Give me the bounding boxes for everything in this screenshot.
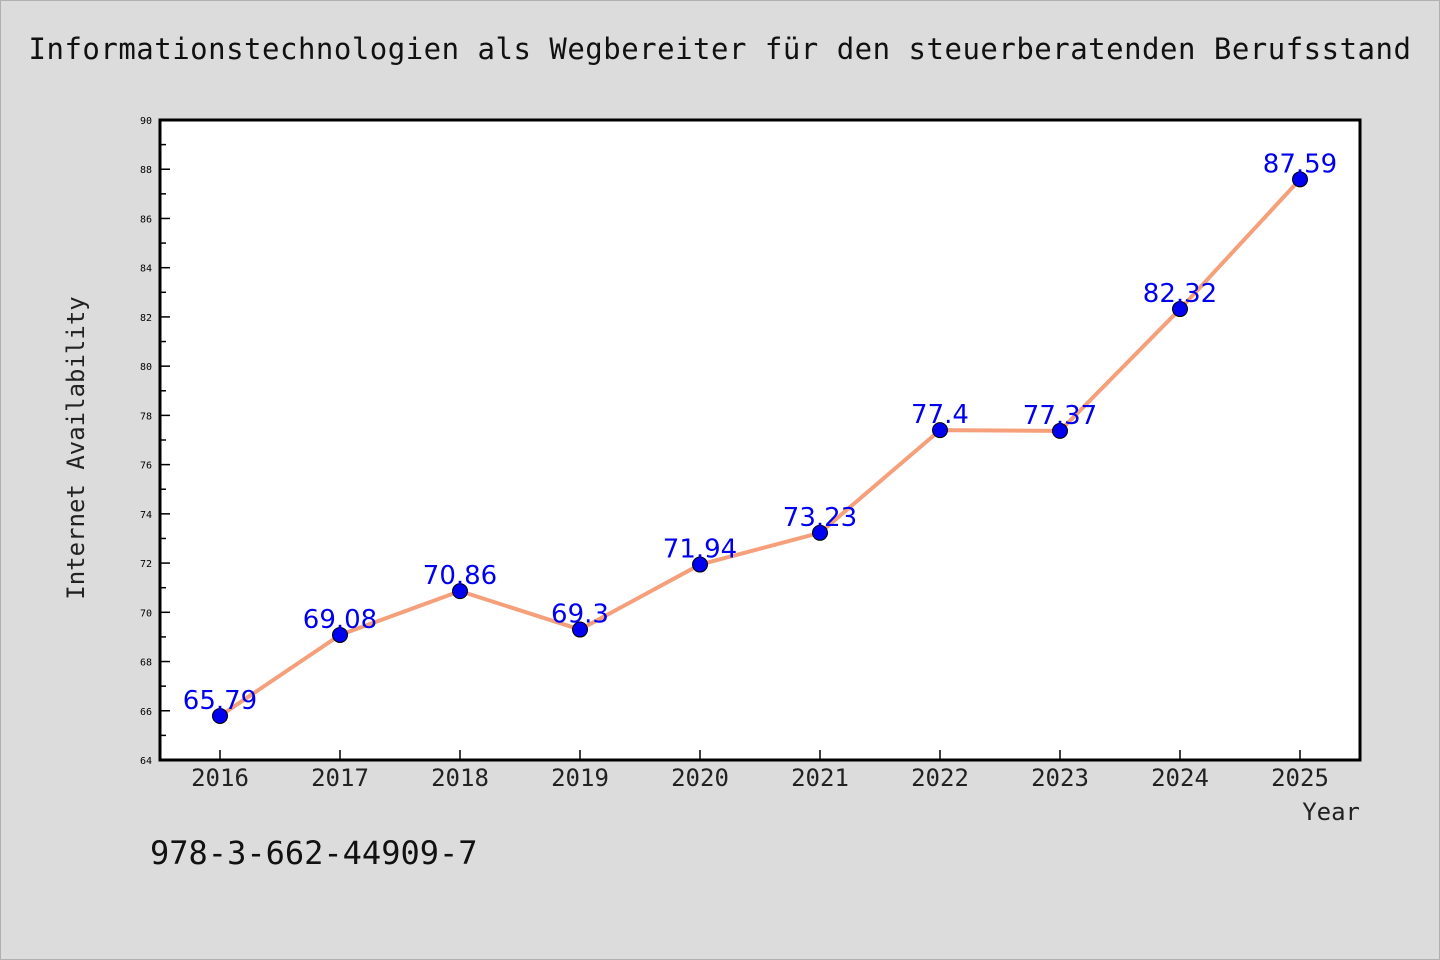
y-tick-label: 68	[140, 658, 152, 669]
y-tick-label: 90	[140, 116, 152, 127]
data-point	[1292, 171, 1308, 188]
data-point	[812, 524, 828, 541]
x-tick-label: 2020	[671, 764, 729, 792]
y-tick-label: 66	[140, 707, 152, 718]
y-tick-label: 72	[140, 559, 152, 570]
data-label: 71.94	[663, 535, 737, 565]
y-axis: 64 66 68 70 72 74 76 78 80 82 84 86 88 90	[140, 116, 170, 767]
data-label-group: 65.79 69.08 70.86 69.3 71.94 73.23 77.4 77.37 82…	[183, 149, 1337, 716]
data-point	[932, 422, 948, 439]
data-point	[692, 556, 708, 573]
data-point	[212, 707, 228, 724]
x-tick-label: 2016	[191, 764, 249, 792]
data-label: 65.79	[183, 686, 257, 716]
data-label: 70.86	[423, 561, 497, 591]
y-tick-label: 88	[140, 165, 152, 176]
x-tick-label: 2023	[1031, 764, 1089, 792]
y-tick-label: 70	[140, 608, 152, 619]
plot-area	[158, 118, 1362, 762]
y-tick-label: 84	[140, 264, 152, 275]
data-label: 82.32	[1143, 279, 1217, 309]
data-point	[572, 621, 588, 638]
y-tick-label: 80	[140, 362, 152, 373]
data-label: 69.08	[303, 605, 377, 635]
data-label: 73.23	[783, 503, 857, 533]
x-tick-label: 2024	[1151, 764, 1209, 792]
x-tick-label: 2017	[311, 764, 369, 792]
series-line	[218, 177, 1302, 718]
series-line-group	[218, 177, 1302, 718]
data-point	[1052, 422, 1068, 439]
y-tick-label: 74	[140, 510, 152, 521]
chart-title: Informationstechnologien als Wegbereiter…	[28, 32, 1412, 66]
data-point-group	[212, 171, 1308, 724]
x-axis: 2016 2017 2018 2019 2020 2021 2022 2023 2024 2025	[191, 750, 1329, 792]
data-point	[452, 583, 468, 600]
y-tick-label: 82	[140, 313, 152, 324]
data-point	[1172, 301, 1188, 318]
x-tick-label: 2025	[1271, 764, 1329, 792]
x-tick-label: 2018	[431, 764, 489, 792]
data-label: 87.59	[1263, 149, 1337, 179]
y-axis-label: Internet Availability	[62, 296, 90, 599]
x-tick-label: 2022	[911, 764, 969, 792]
data-label: 69.3	[551, 600, 609, 630]
x-tick-label: 2021	[791, 764, 849, 792]
y-tick-label: 78	[140, 411, 152, 422]
y-tick-label: 64	[140, 756, 152, 767]
data-label: 77.37	[1023, 401, 1097, 431]
x-axis-label: Year	[1302, 798, 1360, 826]
y-tick-label: 86	[140, 214, 152, 225]
isbn-text: 978-3-662-44909-7	[150, 834, 478, 872]
y-tick-label: 76	[140, 461, 152, 472]
data-label: 77.4	[911, 400, 969, 430]
x-tick-label: 2019	[551, 764, 609, 792]
data-point	[332, 626, 348, 643]
